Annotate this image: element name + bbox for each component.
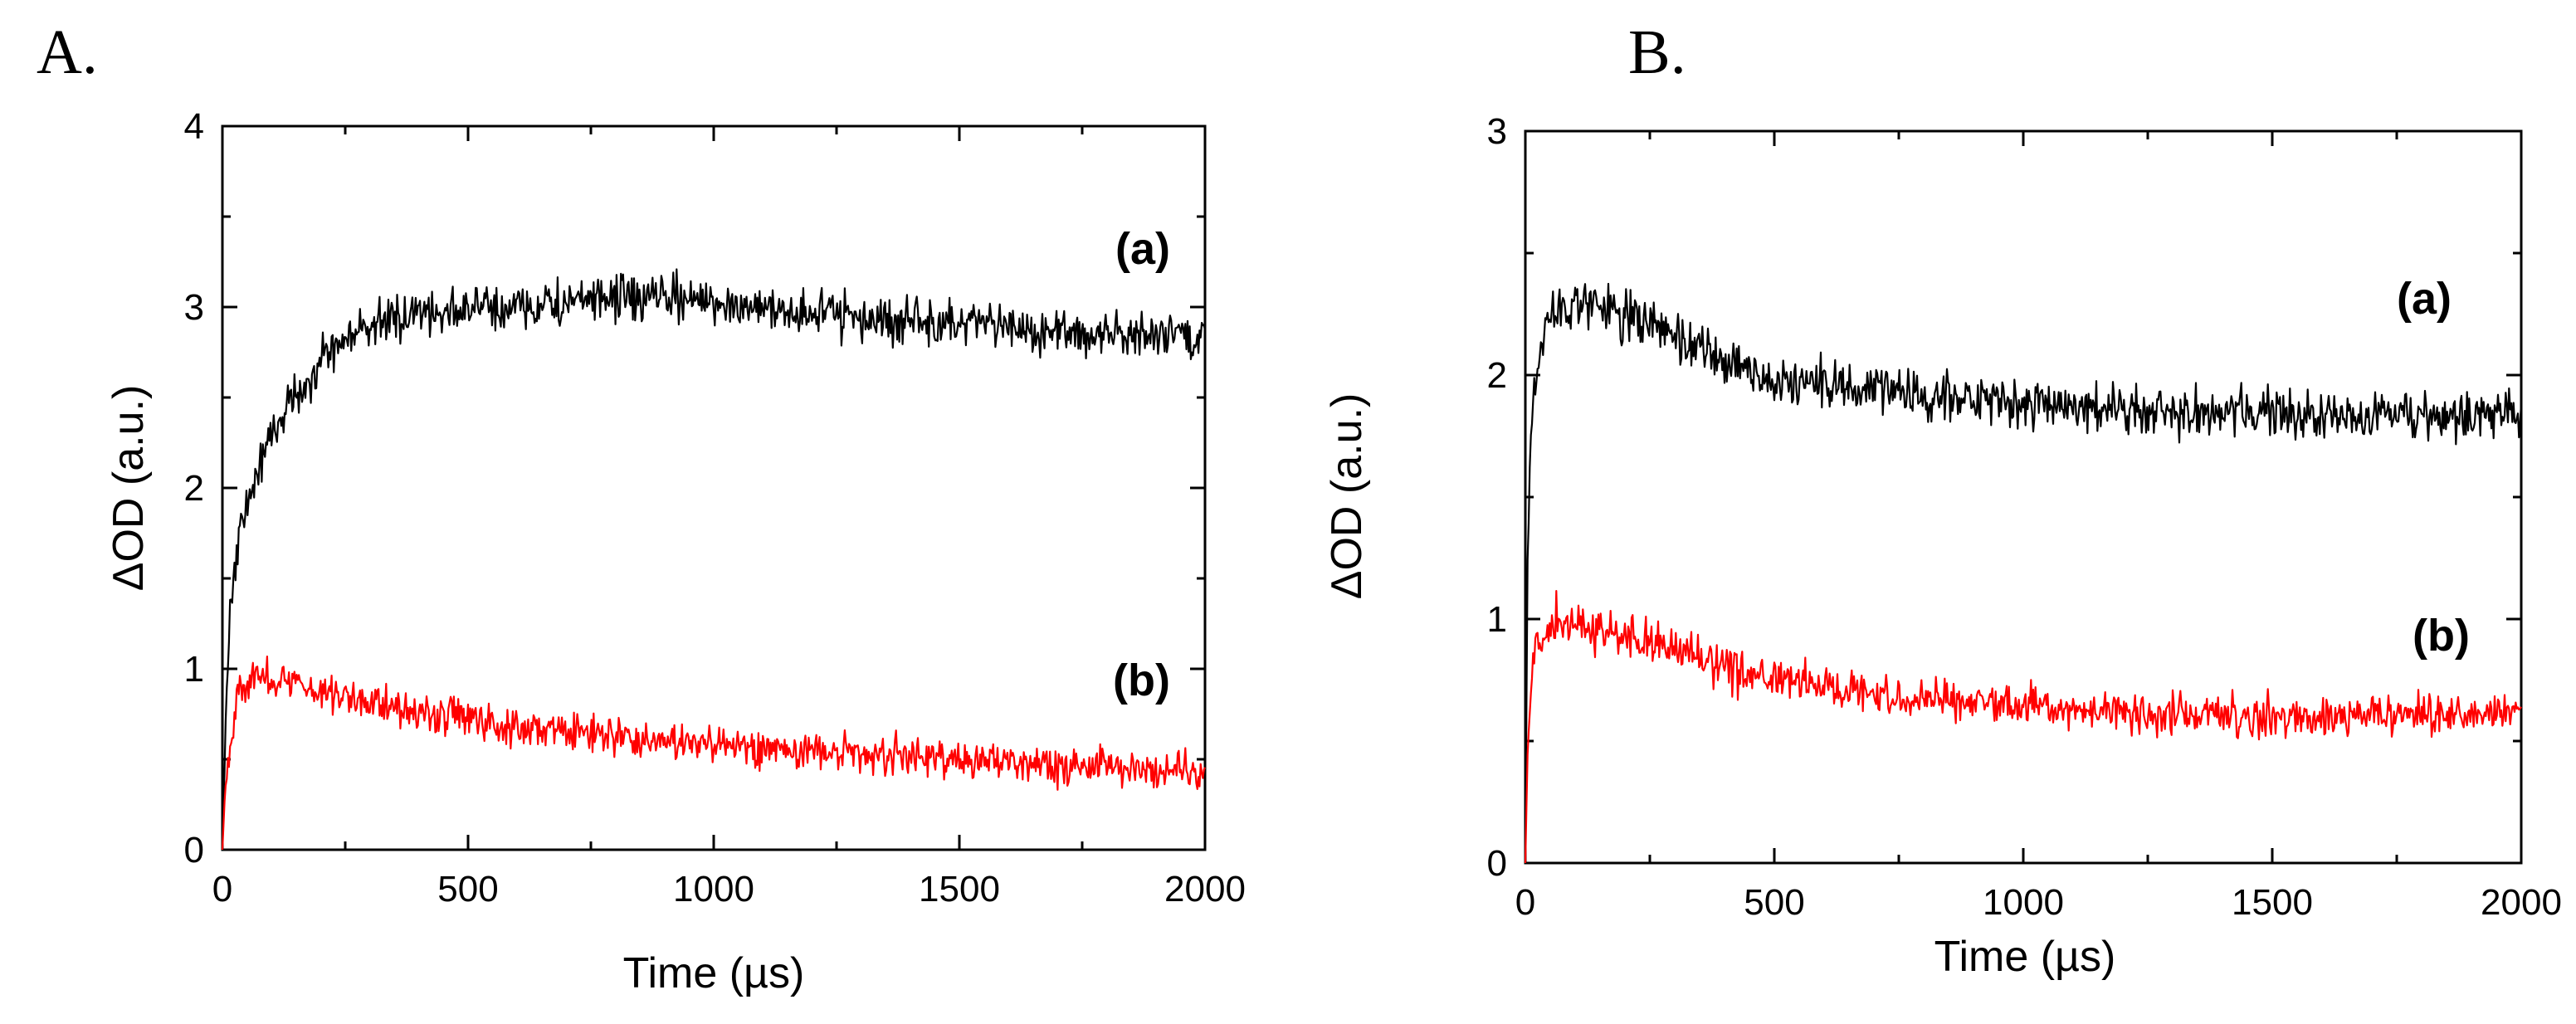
panel-a: A. 0 500 1000 1500 2000 0 1 2 3 4 Time (µs) ΔOD … [37, 17, 1246, 997]
panel-a-xtick-label-1500: 1500 [919, 869, 1000, 909]
panel-a-xtick-label-1000: 1000 [673, 869, 754, 909]
panel-b-label: B. [1628, 17, 1686, 87]
panel-a-plot-frame [221, 124, 1207, 851]
panel-b-plot-frame [1524, 129, 2523, 865]
panel-b-series-a-label: (a) [2397, 274, 2452, 324]
panel-a-ticks [221, 124, 1207, 851]
panel-b-x-axis-title: Time (µs) [1934, 933, 2116, 981]
panel-b-xtick-label-1500: 1500 [2232, 882, 2313, 923]
panel-b-y-axis-title: ΔOD (a.u.) [1323, 393, 1371, 600]
panel-b-xtick-label-500: 500 [1744, 882, 1804, 923]
panel-b-ytick-label-1: 1 [1487, 599, 1507, 640]
panel-b-series-a-line [1524, 282, 2523, 864]
panel-b-ytick-label-2: 2 [1487, 355, 1507, 396]
panel-b-ticks [1524, 129, 2523, 865]
panel-a-series-b-line [221, 656, 1206, 851]
panel-a-xtick-label-0: 0 [212, 869, 232, 909]
panel-a-xtick-label-2000: 2000 [1164, 869, 1246, 909]
panel-a-xtick-label-500: 500 [437, 869, 498, 909]
panel-a-label: A. [37, 17, 98, 87]
panel-b-series-group [1524, 282, 2523, 864]
panel-a-series-group [221, 268, 1207, 851]
panel-a-y-axis-title: ΔOD (a.u.) [105, 385, 153, 592]
panel-b-ytick-label-0: 0 [1487, 843, 1507, 884]
panel-a-ytick-label-0: 0 [184, 830, 204, 870]
panel-b-ytick-label-3: 3 [1487, 111, 1507, 152]
panel-a-ytick-label-3: 3 [184, 287, 204, 328]
panel-b: B. 0 500 1000 1500 2000 0 1 2 3 Time (µs) ΔOD (… [1323, 17, 2562, 981]
panel-a-ytick-labels: 0 1 2 3 4 [184, 106, 204, 870]
panel-a-x-axis-title: Time (µs) [623, 949, 805, 997]
panel-a-series-a-line [221, 268, 1207, 851]
panel-b-xtick-labels: 0 500 1000 1500 2000 [1515, 882, 2562, 923]
panel-a-xtick-labels: 0 500 1000 1500 2000 [212, 869, 1246, 909]
panel-b-xtick-label-1000: 1000 [1983, 882, 2064, 923]
panel-b-xtick-label-2000: 2000 [2481, 882, 2562, 923]
panel-a-series-a-label: (a) [1115, 224, 1170, 274]
panel-a-ytick-label-4: 4 [184, 106, 204, 147]
panel-b-xtick-label-0: 0 [1515, 882, 1535, 923]
panel-a-ytick-label-2: 2 [184, 468, 204, 509]
panel-b-series-b-line [1524, 590, 2522, 864]
panel-a-ytick-label-1: 1 [184, 649, 204, 690]
panel-b-ytick-labels: 0 1 2 3 [1487, 111, 1507, 884]
panel-a-series-b-label: (b) [1113, 656, 1170, 705]
panel-b-series-b-label: (b) [2413, 611, 2470, 661]
